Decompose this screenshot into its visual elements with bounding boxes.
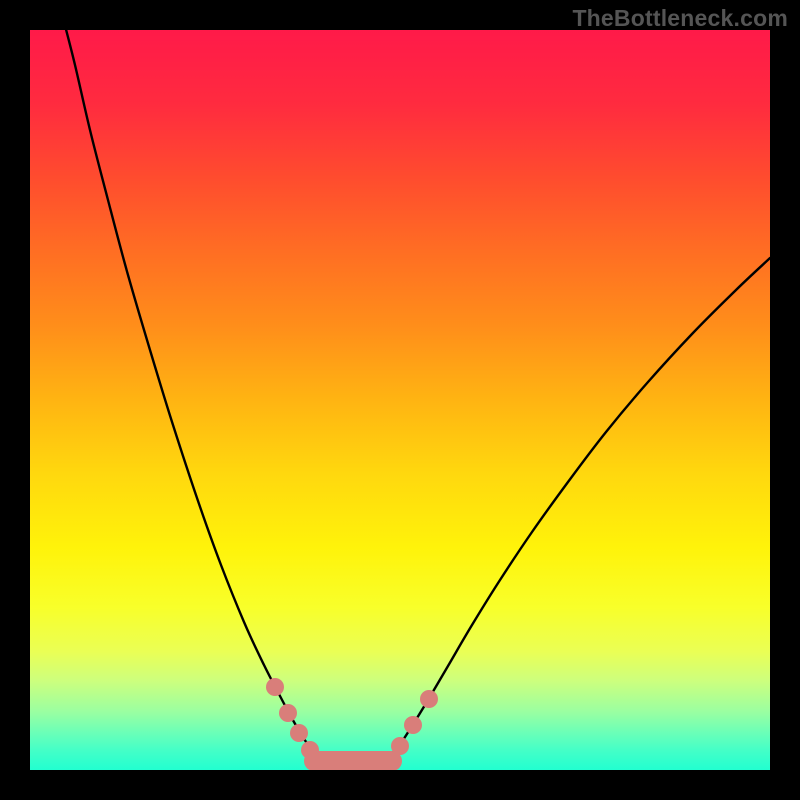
plot-area — [30, 30, 770, 770]
marker-right-2 — [420, 690, 438, 708]
curve-left-branch — [62, 30, 325, 760]
marker-left-0 — [266, 678, 284, 696]
marker-left-2 — [290, 724, 308, 742]
curve-right-branch — [385, 258, 770, 760]
marker-left-1 — [279, 704, 297, 722]
chart-container: TheBottleneck.com — [0, 0, 800, 800]
watermark-text: TheBottleneck.com — [572, 5, 788, 32]
marker-right-1 — [404, 716, 422, 734]
chart-svg — [30, 30, 770, 770]
marker-left-3 — [301, 741, 319, 759]
marker-right-0 — [391, 737, 409, 755]
